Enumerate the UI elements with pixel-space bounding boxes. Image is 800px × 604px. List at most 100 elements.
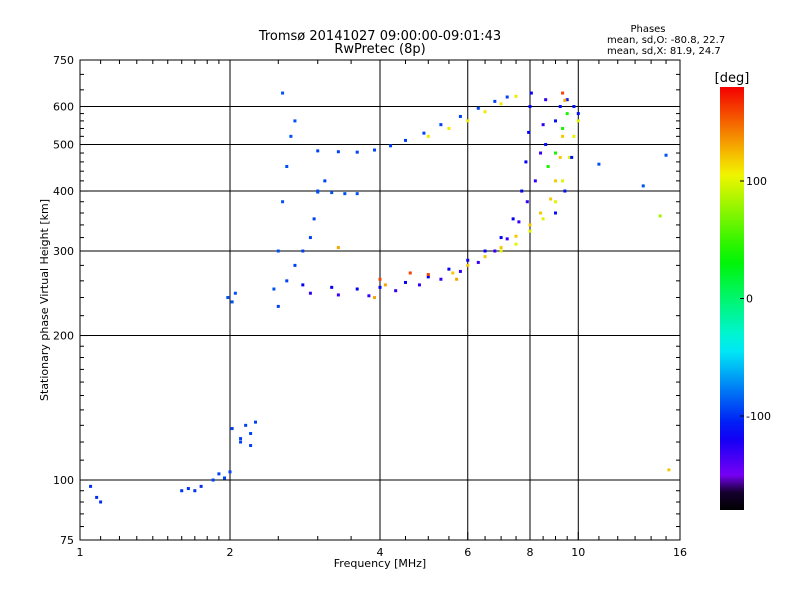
data-point bbox=[249, 432, 253, 436]
data-point bbox=[422, 131, 426, 135]
data-point bbox=[561, 91, 565, 95]
data-point bbox=[499, 102, 503, 106]
data-point bbox=[597, 162, 601, 166]
data-point bbox=[565, 112, 569, 116]
colorbar-tick-label: -100 bbox=[746, 410, 771, 423]
data-point bbox=[293, 263, 297, 267]
data-trace bbox=[316, 95, 509, 154]
data-point bbox=[301, 249, 305, 253]
data-point bbox=[561, 179, 565, 183]
colorbar-label: [deg] bbox=[715, 71, 750, 86]
data-point bbox=[514, 234, 518, 238]
data-point bbox=[316, 190, 320, 194]
data-point bbox=[553, 200, 557, 204]
data-point bbox=[563, 98, 567, 102]
data-point bbox=[383, 283, 387, 287]
data-trace bbox=[308, 98, 548, 298]
data-point bbox=[541, 123, 545, 127]
data-point bbox=[233, 291, 237, 295]
data-point bbox=[528, 229, 532, 233]
data-trace bbox=[544, 98, 580, 215]
data-point bbox=[389, 144, 393, 148]
data-point bbox=[539, 211, 543, 215]
data-point bbox=[458, 269, 462, 273]
y-tick-label: 75 bbox=[60, 534, 74, 547]
x-tick-label: 8 bbox=[527, 546, 534, 559]
data-point bbox=[528, 223, 532, 227]
data-point bbox=[567, 155, 571, 159]
data-point bbox=[373, 296, 377, 300]
data-point bbox=[541, 217, 545, 221]
data-point bbox=[285, 279, 289, 283]
data-trace bbox=[89, 484, 203, 504]
data-point bbox=[553, 179, 557, 183]
data-point bbox=[529, 91, 533, 95]
data-point bbox=[330, 191, 334, 195]
data-point bbox=[355, 192, 359, 196]
data-point bbox=[658, 214, 662, 218]
data-point bbox=[511, 217, 515, 221]
data-point bbox=[499, 246, 503, 250]
data-point bbox=[403, 138, 407, 142]
data-point bbox=[285, 164, 289, 168]
data-point bbox=[539, 151, 543, 155]
data-point bbox=[641, 184, 645, 188]
data-point bbox=[561, 134, 565, 138]
data-point bbox=[558, 155, 562, 159]
stats-heading: Phases bbox=[630, 24, 665, 35]
data-point bbox=[323, 179, 327, 183]
data-point bbox=[378, 285, 382, 289]
data-point bbox=[355, 150, 359, 154]
data-point bbox=[514, 242, 518, 246]
data-point bbox=[483, 110, 487, 114]
data-point bbox=[505, 237, 509, 241]
data-point bbox=[576, 119, 580, 123]
data-trace bbox=[301, 91, 533, 291]
data-trace bbox=[226, 91, 297, 304]
data-point bbox=[447, 267, 451, 271]
colorbar-tick-label: 100 bbox=[746, 175, 767, 188]
data-point bbox=[558, 105, 562, 109]
data-point bbox=[230, 427, 234, 431]
data-point bbox=[524, 160, 528, 164]
data-point bbox=[546, 164, 550, 168]
data-trace bbox=[499, 119, 580, 253]
data-point bbox=[572, 134, 576, 138]
stats-line-x: mean, sd,X: 81.9, 24.7 bbox=[607, 46, 721, 57]
data-point bbox=[336, 150, 340, 154]
data-point bbox=[458, 114, 462, 118]
data-point bbox=[572, 105, 576, 109]
y-tick-label: 400 bbox=[53, 185, 74, 198]
data-point bbox=[276, 249, 280, 253]
data-point bbox=[561, 126, 565, 130]
data-point bbox=[193, 489, 197, 493]
x-tick-label: 16 bbox=[673, 546, 687, 559]
data-trace bbox=[451, 134, 565, 275]
data-point bbox=[544, 98, 548, 102]
data-point bbox=[276, 304, 280, 308]
data-point bbox=[517, 220, 521, 224]
data-point bbox=[403, 280, 407, 284]
data-trace bbox=[211, 420, 257, 482]
data-point bbox=[336, 246, 340, 250]
data-point bbox=[367, 294, 371, 298]
data-point bbox=[330, 285, 334, 289]
y-tick-label: 200 bbox=[53, 330, 74, 343]
stats-line-o: mean, sd,O: -80.8, 22.7 bbox=[607, 35, 725, 46]
data-point bbox=[186, 487, 190, 491]
data-point bbox=[553, 119, 557, 123]
y-tick-label: 100 bbox=[53, 474, 74, 487]
x-axis-label: Frequency [MHz] bbox=[334, 557, 426, 570]
data-point bbox=[528, 105, 532, 109]
data-point bbox=[563, 189, 567, 193]
data-point bbox=[223, 476, 227, 480]
data-point bbox=[451, 271, 455, 275]
chart-title: Tromsø 20141027 09:00:00-09:01:43 bbox=[258, 29, 501, 44]
data-point bbox=[527, 130, 531, 134]
y-tick-label: 750 bbox=[53, 54, 74, 67]
data-point bbox=[228, 470, 232, 474]
data-point bbox=[570, 155, 574, 159]
data-trace bbox=[336, 98, 567, 300]
data-point bbox=[565, 98, 569, 102]
